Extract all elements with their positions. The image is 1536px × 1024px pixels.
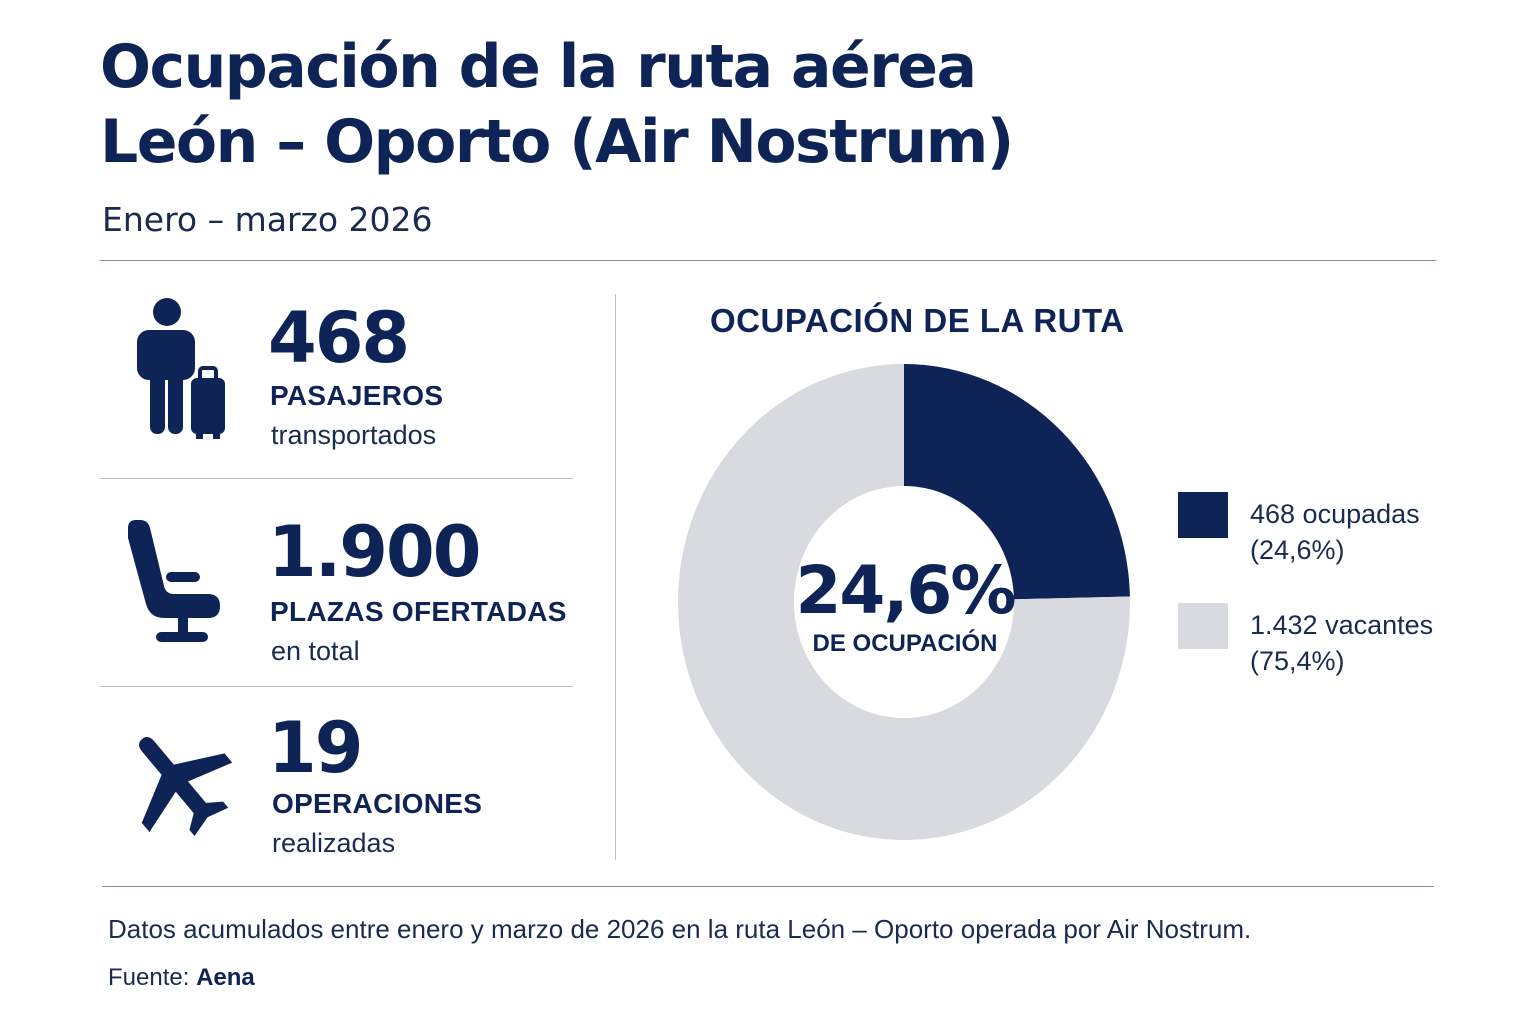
- source-line: Fuente: Aena: [108, 964, 255, 992]
- source-label: Fuente:: [108, 964, 190, 991]
- center-label: DE OCUPACIÓN: [812, 630, 998, 657]
- stat-divider-2: [100, 686, 573, 687]
- page-title: Ocupación de la ruta aérea León – Oporto…: [100, 30, 1400, 180]
- legend-text-vacantes: 1.432 vacantes (75,4%): [1250, 607, 1433, 679]
- operations-value: 19: [268, 707, 363, 789]
- title-line-1: Ocupación de la ruta aérea: [100, 32, 977, 102]
- section-divider: [615, 294, 616, 860]
- donut-chart: [678, 364, 1130, 840]
- header-divider: [100, 260, 1436, 261]
- footer-divider: [102, 886, 1434, 887]
- seats-value: 1.900: [268, 511, 481, 593]
- chart-title: OCUPACIÓN DE LA RUTA: [710, 302, 1125, 339]
- legend-swatch-ocupadas: [1178, 492, 1228, 538]
- legend-vacantes-line1: 1.432 vacantes: [1250, 610, 1434, 640]
- passenger-with-suitcase-icon: [137, 298, 225, 439]
- stat-divider-1: [100, 478, 573, 479]
- donut-slice-vacantes: [678, 364, 1130, 840]
- operations-sublabel: realizadas: [272, 828, 396, 858]
- donut-slice-ocupadas: [904, 364, 1130, 600]
- legend-swatch-vacantes: [1178, 603, 1228, 649]
- center-percentage: 24,6%: [795, 552, 1017, 629]
- seat-icon: [128, 520, 220, 642]
- passengers-value: 468: [268, 297, 410, 379]
- passengers-sublabel: transportados: [271, 420, 437, 450]
- airplane-icon: [139, 737, 233, 836]
- seats-label: PLAZAS OFERTADAS: [270, 596, 567, 627]
- footnote: Datos acumulados entre enero y marzo de …: [108, 914, 1252, 944]
- passengers-label: PASAJEROS: [270, 380, 444, 411]
- legend-text-ocupadas: 468 ocupadas (24,6%): [1250, 496, 1420, 568]
- title-line-2: León – Oporto (Air Nostrum): [100, 107, 1014, 177]
- source-name: Aena: [196, 964, 255, 991]
- legend-ocupadas-line1: 468 ocupadas: [1250, 499, 1420, 529]
- page-subtitle: Enero – marzo 2026: [102, 200, 433, 239]
- legend-ocupadas-line2: (24,6%): [1250, 535, 1345, 565]
- operations-label: OPERACIONES: [272, 788, 483, 819]
- legend-vacantes-line2: (75,4%): [1250, 646, 1345, 676]
- seats-sublabel: en total: [271, 636, 360, 666]
